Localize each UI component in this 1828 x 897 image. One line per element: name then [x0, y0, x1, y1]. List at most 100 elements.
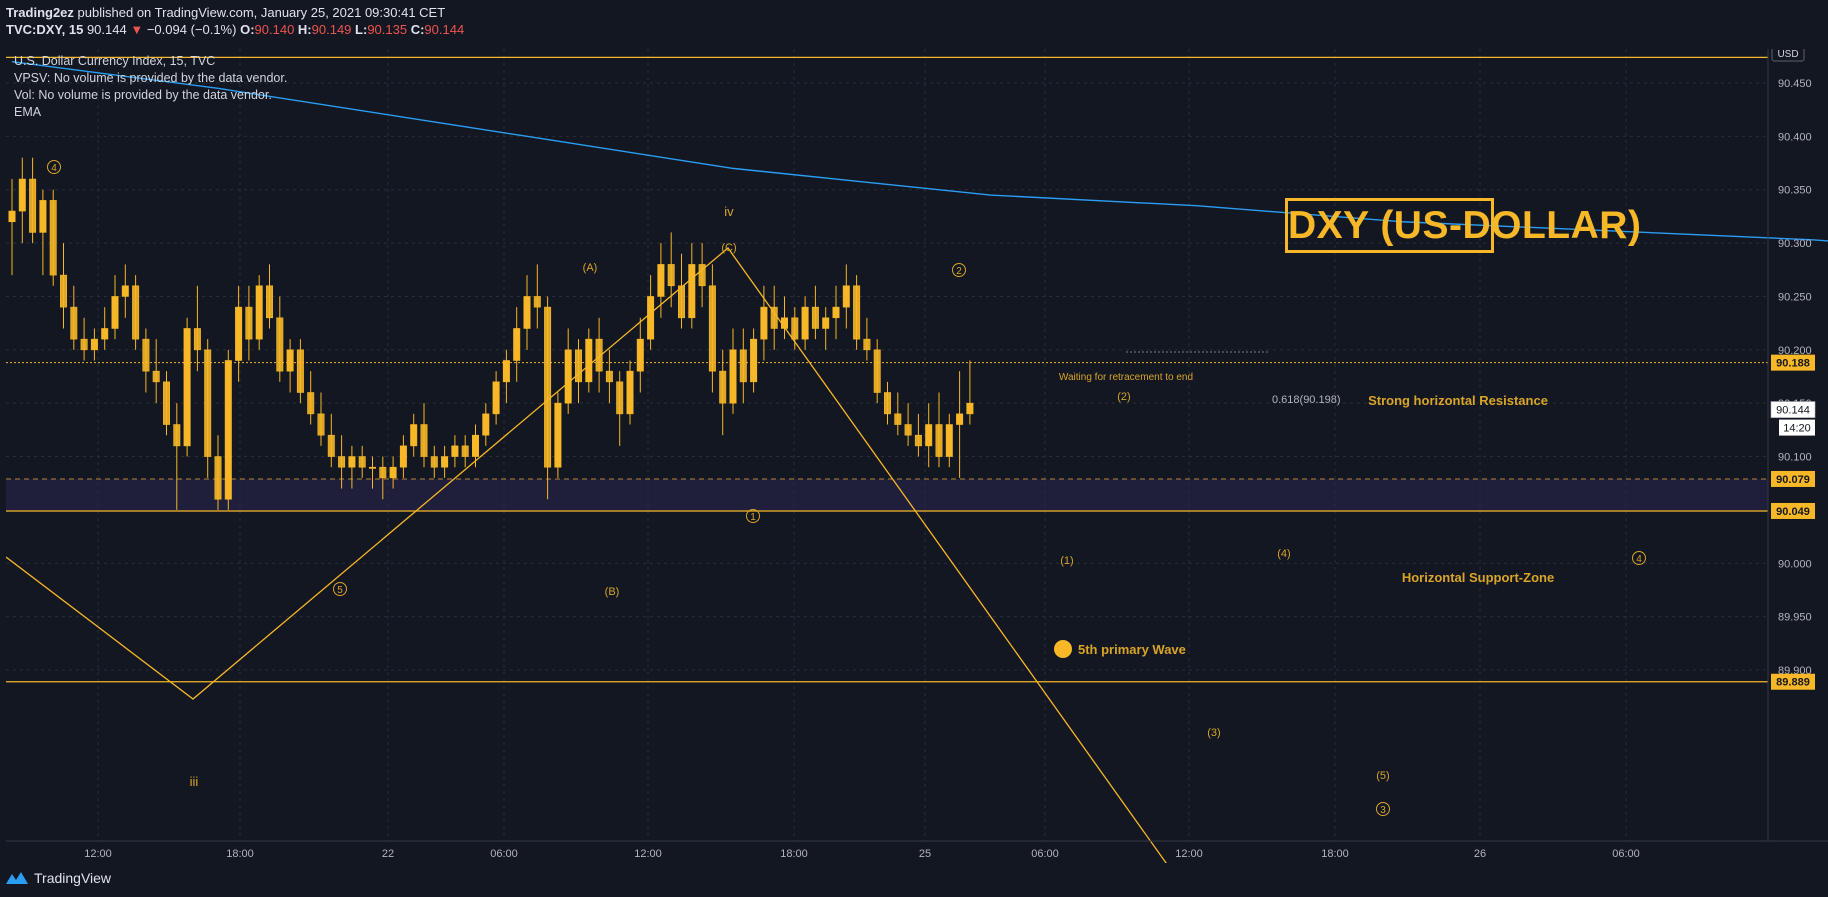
price-tick-label: 90.300 [1778, 238, 1812, 250]
time-tick-label: 06:00 [1612, 848, 1640, 860]
price-badge-label: 89.889 [1776, 677, 1810, 689]
time-tick-label: 12:00 [1175, 848, 1203, 860]
candle-body [822, 317, 830, 329]
candle-body [8, 210, 16, 223]
wave-circle-4-ring [47, 160, 61, 174]
legend-vol[interactable]: Vol: No volume is provided by the data v… [14, 88, 272, 102]
candle-body [811, 306, 819, 329]
candle-body [482, 413, 490, 436]
candle-body [585, 338, 593, 383]
low-label: L: [355, 22, 368, 37]
candle-body [142, 338, 150, 372]
currency-label[interactable]: USD [1777, 49, 1798, 60]
candle-body [750, 338, 758, 383]
price-tick-label: 89.950 [1778, 612, 1812, 624]
wave-label-4: (4) [1277, 548, 1290, 560]
candle-body [667, 264, 675, 287]
publish-line: Trading2ez published on TradingView.com,… [6, 5, 445, 20]
fifth-wave-label: 5th primary Wave [1078, 642, 1186, 657]
price-chart[interactable]: 4 5 1 2 3 4 iii iv (A) (B) (C) (1) (2) (3) (4) (5) Waiti… [6, 49, 1828, 863]
tradingview-logo-icon [6, 872, 28, 884]
wave-circle-2: 2 [956, 266, 962, 277]
candle-body [338, 456, 346, 468]
wave-label-3: (3) [1207, 727, 1220, 739]
wave-circle-3: 3 [1380, 805, 1386, 816]
candle-body [914, 434, 922, 447]
time-tick-label: 06:00 [490, 848, 518, 860]
time-tick-label: 22 [382, 848, 394, 860]
candle-body [173, 424, 181, 447]
ema-line [11, 60, 1828, 242]
candle-body [80, 338, 88, 351]
time-tick-label: 06:00 [1031, 848, 1059, 860]
candle-body [574, 349, 582, 383]
candle-body [554, 402, 562, 468]
time-tick-label: 18:00 [226, 848, 254, 860]
candle-body [49, 200, 57, 276]
wave-label-2: (2) [1117, 391, 1130, 403]
candle-body [265, 285, 273, 319]
candle-body [204, 349, 212, 457]
chart-legend: U.S. Dollar Currency Index, 15, TVC VPSV… [14, 53, 287, 121]
price-tick-label: 90.400 [1778, 131, 1812, 143]
change-down-icon: ▼ [130, 22, 144, 37]
candle-body [317, 413, 325, 436]
candle-body [729, 349, 737, 404]
legend-title[interactable]: U.S. Dollar Currency Index, 15, TVC [14, 54, 216, 68]
candle-body [29, 178, 37, 233]
candle-body [420, 424, 428, 457]
time-tick-label: 25 [919, 848, 931, 860]
countdown-label: 14:20 [1783, 423, 1811, 435]
close-value: 90.144 [424, 22, 465, 37]
candle-body [399, 445, 407, 468]
candle-body [945, 424, 953, 457]
candle-body [791, 317, 799, 340]
legend-vpsv[interactable]: VPSV: No volume is provided by the data … [14, 71, 288, 85]
candle-body [657, 264, 665, 297]
candle-body [461, 445, 469, 457]
wave-circle-1-ring [746, 509, 760, 523]
candle-body [544, 306, 552, 468]
candle-body [935, 424, 943, 457]
candle-body [842, 285, 850, 308]
candle-body [708, 285, 716, 372]
support-zone [6, 478, 1768, 511]
chart-area[interactable]: 4 5 1 2 3 4 iii iv (A) (B) (C) (1) (2) (3) (4) (5) Waiti… [6, 49, 1828, 863]
candle-body [502, 360, 510, 383]
high-value: 90.149 [311, 22, 352, 37]
price-change: −0.094 (−0.1%) [146, 22, 237, 37]
legend-ema[interactable]: EMA [14, 105, 42, 119]
chart-title-box[interactable]: DXY (US-DOLLAR) [1285, 198, 1641, 253]
wave-circle-1: 1 [750, 512, 756, 523]
candle-body [739, 349, 747, 383]
currency-badge[interactable] [1771, 49, 1805, 62]
candle-body [410, 424, 418, 447]
last-price-label: 90.144 [1776, 405, 1810, 417]
candle-body [956, 413, 964, 425]
candle-body [327, 434, 335, 457]
wave-circle-4: 4 [51, 163, 57, 174]
publisher-name[interactable]: Trading2ez [6, 5, 74, 20]
candle-body [183, 328, 191, 447]
candle-body [214, 456, 222, 500]
low-value: 90.135 [367, 22, 408, 37]
waiting-note: Waiting for retracement to end [1059, 372, 1193, 383]
candle-body [564, 349, 572, 404]
candle-body [296, 349, 304, 393]
candle-body [492, 381, 500, 415]
resistance-label: Strong horizontal Resistance [1368, 393, 1548, 408]
candle-body [760, 306, 768, 340]
candle-body [626, 370, 634, 415]
price-badge [1771, 354, 1815, 371]
candle-body [379, 466, 387, 479]
candle-body [595, 338, 603, 372]
candle-body [688, 264, 696, 319]
candle-body [605, 370, 613, 383]
candle-body [193, 328, 201, 351]
wave-circle-3-ring [1376, 802, 1390, 816]
countdown-badge [1779, 419, 1815, 436]
tradingview-logo[interactable]: TradingView [6, 870, 111, 886]
price-badge [1771, 673, 1815, 690]
candle-body [307, 392, 315, 415]
fib-label: 0.618(90.198) [1272, 394, 1341, 406]
